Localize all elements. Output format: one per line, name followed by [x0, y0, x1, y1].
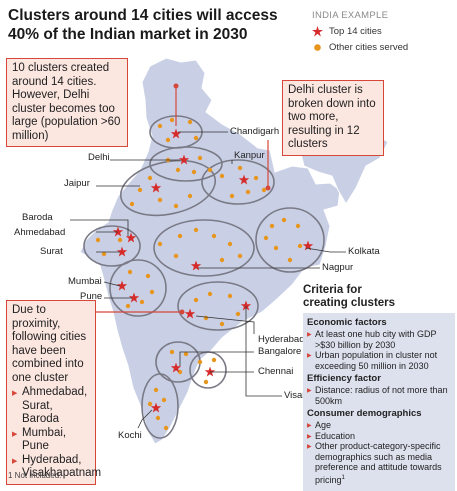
note-delhi-text: Delhi cluster is broken down into two mo…	[288, 84, 376, 150]
note-delhi-cluster: Delhi cluster is broken down into two mo…	[282, 80, 384, 156]
label-bangalore: Bangalore	[258, 346, 302, 357]
pointer-dot-proximity	[179, 309, 185, 315]
note-proximity-intro: Due to proximity, following cities have …	[12, 304, 87, 384]
note-proximity-list: Ahmedabad, Surat, Baroda Mumbai, Pune Hy…	[12, 386, 101, 481]
criteria-title-line-2: creating clusters	[303, 297, 396, 309]
label-ahmedabad: Ahmedabad	[14, 227, 66, 238]
star-chennai	[204, 366, 216, 377]
note-pointers	[96, 86, 269, 313]
star-mumbai	[116, 280, 128, 291]
cluster-kanpur	[201, 159, 275, 205]
legend-top-cities: Top 14 cities	[312, 26, 408, 37]
list-item: Ahmedabad, Surat, Baroda	[12, 386, 90, 427]
criteria-title-line-1: Criteria for	[303, 284, 362, 296]
other-city-dots	[95, 117, 369, 431]
label-baroda: Baroda	[22, 212, 53, 223]
cluster-mumbai	[109, 259, 167, 317]
legend-other-label: Other cities served	[329, 42, 409, 53]
star-baroda	[125, 232, 137, 243]
economic-list: At least one hub city with GDP >$30 bill…	[307, 329, 451, 371]
star-surat	[116, 246, 128, 257]
star-chandigarh	[170, 128, 182, 139]
star-delhi	[178, 154, 190, 165]
star-visakhapatnam	[240, 300, 252, 311]
star-hyderabad	[184, 308, 196, 319]
cluster-jaipur	[119, 159, 217, 217]
label-hyderabad: Hyderabad	[258, 334, 305, 345]
star-bangalore	[170, 362, 182, 373]
list-item: At least one hub city with GDP >$30 bill…	[307, 329, 451, 350]
note-proximity: Due to proximity, following cities have …	[6, 300, 101, 485]
list-item: Distance: radius of not more than 500km	[307, 385, 451, 406]
title-line-2: 40% of the Indian market in 2030	[8, 26, 248, 43]
label-nagpur: Nagpur	[322, 262, 354, 273]
star-icon	[312, 26, 323, 37]
list-item: Education	[307, 431, 451, 442]
list-item: Mumbai, Pune	[12, 427, 90, 454]
footnote: 1 Not included.	[8, 471, 62, 480]
leader-lines	[70, 131, 346, 429]
cluster-hyderabad	[177, 281, 259, 331]
pointer-dot-delhi	[265, 185, 271, 191]
cluster-kolkata	[255, 207, 325, 273]
note-ten-clusters: 10 clusters created around 14 cities. Ho…	[6, 58, 128, 147]
criteria-panel: Economic factors At least one hub city w…	[303, 313, 455, 491]
label-mumbai: Mumbai	[68, 276, 102, 287]
star-nagpur	[190, 260, 202, 271]
cluster-kochi	[141, 373, 179, 439]
star-pune	[128, 292, 140, 303]
page-title: Clusters around 14 cities will access 40…	[8, 6, 308, 44]
cluster-outlines	[83, 115, 325, 439]
pointer-dot-top	[173, 83, 179, 89]
economic-heading: Economic factors	[307, 317, 387, 328]
star-kolkata	[302, 240, 314, 251]
dot-icon	[314, 44, 321, 51]
note-ten-clusters-text: 10 clusters created around 14 cities. Ho…	[12, 62, 121, 142]
criteria-title: Criteria for creating clusters	[303, 284, 455, 310]
legend-heading: INDIA EXAMPLE	[312, 10, 389, 21]
efficiency-list: Distance: radius of not more than 500km	[307, 385, 451, 406]
label-surat: Surat	[40, 246, 63, 257]
pricing-text: Other product-category-specific demograp…	[315, 441, 442, 485]
legend-top-label: Top 14 cities	[329, 26, 382, 37]
label-chandigarh: Chandigarh	[230, 126, 280, 137]
label-pune: Pune	[80, 291, 103, 302]
list-item: Other product-category-specific demograp…	[307, 441, 451, 485]
list-item: Urban population in cluster not exceedin…	[307, 350, 451, 371]
list-item: Age	[307, 420, 451, 431]
list-item: Hyderabad, Visakhapatnam	[12, 454, 101, 481]
cluster-ahmedabad	[83, 225, 141, 267]
label-kanpur: Kanpur	[234, 150, 265, 161]
label-jaipur: Jaipur	[64, 178, 90, 189]
title-line-1: Clusters around 14 cities will access	[8, 7, 278, 24]
efficiency-heading: Efficiency factor	[307, 373, 381, 384]
label-delhi: Delhi	[88, 152, 110, 163]
criteria-box: Criteria for creating clusters Economic …	[303, 284, 455, 491]
consumer-list: Age Education Other product-category-spe…	[307, 420, 451, 485]
top-city-stars	[112, 128, 314, 413]
cluster-delhi	[149, 146, 223, 182]
star-kanpur	[238, 174, 250, 185]
consumer-heading: Consumer demographics	[307, 408, 422, 419]
label-kochi: Kochi	[118, 430, 142, 441]
label-chennai: Chennai	[258, 366, 294, 377]
legend: INDIA EXAMPLE Top 14 cities Other cities…	[312, 10, 408, 58]
star-jaipur	[150, 182, 162, 193]
star-ahmedabad	[112, 226, 124, 237]
cluster-nagpur	[153, 219, 255, 277]
label-kolkata: Kolkata	[348, 246, 380, 257]
india-outline	[79, 57, 341, 445]
star-kochi	[150, 402, 162, 413]
footnote-marker: 1	[341, 474, 345, 481]
legend-other-cities: Other cities served	[312, 42, 408, 53]
